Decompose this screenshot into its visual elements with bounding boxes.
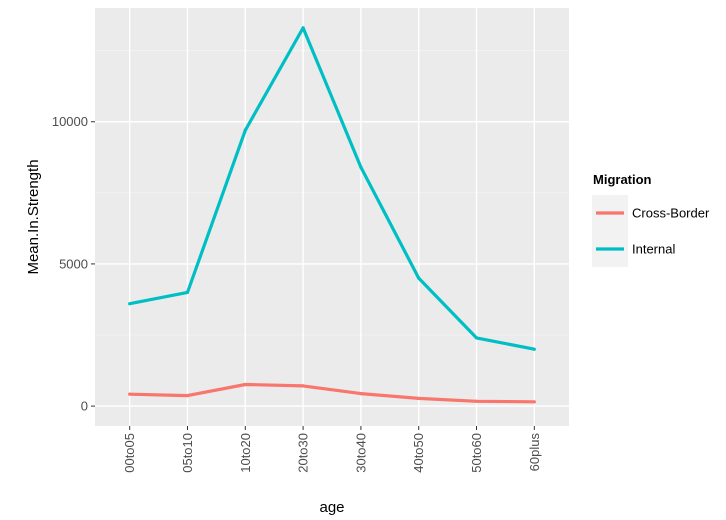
data-point-internal bbox=[185, 290, 190, 294]
data-point-cross-border bbox=[185, 393, 190, 398]
data-point-internal bbox=[301, 26, 305, 30]
y-axis: 0 5000 10000 bbox=[52, 114, 95, 414]
data-point-internal bbox=[474, 336, 479, 340]
data-point-cross-border bbox=[243, 382, 247, 387]
data-point-cross-border bbox=[532, 400, 536, 404]
data-point-cross-border bbox=[301, 384, 305, 388]
x-tick-label: 40to50 bbox=[411, 433, 426, 473]
series-lines bbox=[128, 26, 536, 404]
legend-label-cross-border: Cross-Border bbox=[632, 206, 710, 221]
data-point-internal bbox=[417, 276, 421, 280]
y-tick-label: 10000 bbox=[52, 114, 88, 129]
y-tick-label: 0 bbox=[81, 399, 88, 414]
legend: Migration Cross-Border Internal bbox=[592, 172, 710, 267]
x-tick-label: 30to40 bbox=[353, 433, 368, 473]
data-point-cross-border bbox=[474, 399, 479, 403]
data-point-internal bbox=[128, 302, 132, 306]
series-line-internal bbox=[129, 26, 535, 351]
data-point-internal bbox=[532, 347, 536, 351]
legend-title: Migration bbox=[593, 172, 652, 187]
x-tick-label: 05to10 bbox=[180, 433, 195, 473]
x-axis-title: age bbox=[319, 499, 344, 516]
data-point-cross-border bbox=[417, 396, 421, 401]
series-line-cross-border bbox=[129, 382, 535, 404]
x-tick-label: 20to30 bbox=[296, 433, 311, 473]
x-tick-label: 00to05 bbox=[122, 433, 137, 473]
x-axis: 00to05 05to10 10to20 20to30 30to40 40to50 50to… bbox=[122, 426, 542, 473]
data-point-cross-border bbox=[128, 392, 132, 396]
x-tick-label: 10to20 bbox=[238, 433, 253, 473]
data-point-cross-border bbox=[359, 391, 363, 396]
legend-label-internal: Internal bbox=[632, 242, 675, 257]
plot-panel bbox=[95, 8, 569, 426]
x-tick-label: 60plus bbox=[527, 433, 542, 472]
y-axis-title: Mean.In.Strength bbox=[25, 159, 42, 274]
data-point-internal bbox=[243, 128, 247, 132]
x-tick-label: 50to60 bbox=[469, 433, 484, 473]
data-point-internal bbox=[359, 165, 363, 169]
y-tick-label: 5000 bbox=[59, 256, 88, 271]
grid-lines bbox=[95, 8, 569, 426]
